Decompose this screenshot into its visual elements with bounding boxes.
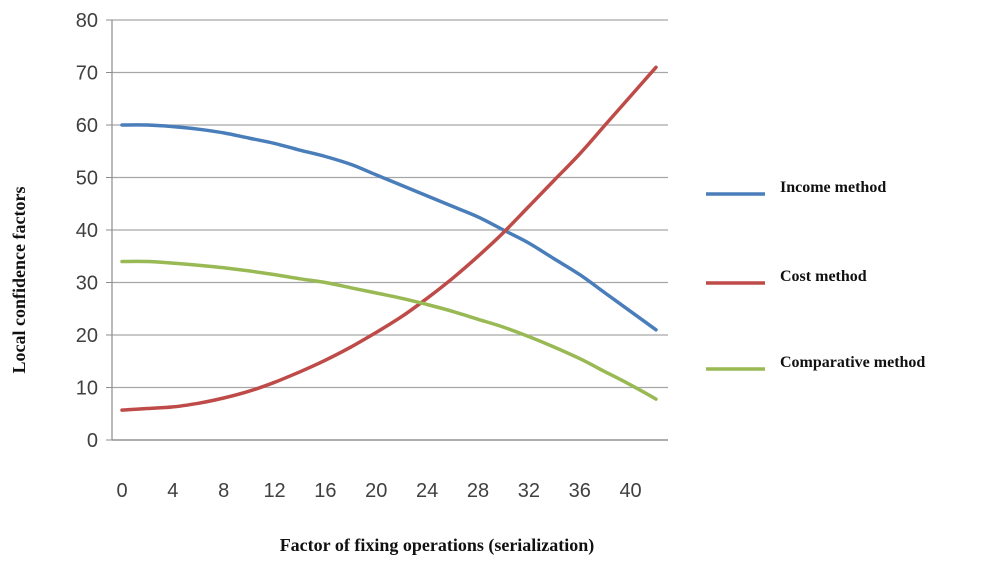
y-tick-label: 10 <box>76 378 98 400</box>
series-line-cost-method <box>120 65 658 412</box>
legend: Income method Cost method Comparative meth… <box>706 179 925 371</box>
legend-label-comparative-method: Comparative method <box>780 354 925 371</box>
series-line-income-method <box>120 123 658 332</box>
x-tick-label: 32 <box>518 480 540 502</box>
x-tick-label: 4 <box>167 480 178 502</box>
legend-label-income-method: Income method <box>780 179 886 196</box>
y-tick-label: 0 <box>87 430 98 452</box>
y-tick-label: 40 <box>76 220 98 242</box>
x-tick-label: 12 <box>263 480 285 502</box>
x-tick-label: 8 <box>218 480 229 502</box>
x-axis-title: Factor of fixing operations (serializati… <box>280 535 595 556</box>
x-tick-label: 0 <box>116 480 127 502</box>
y-tick-label: 30 <box>76 273 98 295</box>
axes <box>106 19 668 441</box>
x-tick-label: 16 <box>314 480 336 502</box>
y-tick-label: 20 <box>76 325 98 347</box>
x-tick-label: 24 <box>416 480 438 502</box>
y-tick-label: 70 <box>76 63 98 85</box>
legend-label-cost-method: Cost method <box>780 268 867 285</box>
tick-labels: 0 10 20 30 40 50 60 70 80 0 4 8 12 16 20 24 28 32 36 40 <box>76 10 642 502</box>
y-tick-label: 50 <box>76 168 98 190</box>
series-line-comparative-method <box>120 259 658 401</box>
y-tick-label: 60 <box>76 115 98 137</box>
plot-area <box>120 65 658 412</box>
x-tick-label: 28 <box>467 480 489 502</box>
x-tick-label: 20 <box>365 480 387 502</box>
x-tick-label: 40 <box>619 480 641 502</box>
gridlines <box>112 19 668 441</box>
x-tick-label: 36 <box>569 480 591 502</box>
y-tick-label: 80 <box>76 10 98 32</box>
y-axis-title: Local confidence factors <box>9 187 29 374</box>
